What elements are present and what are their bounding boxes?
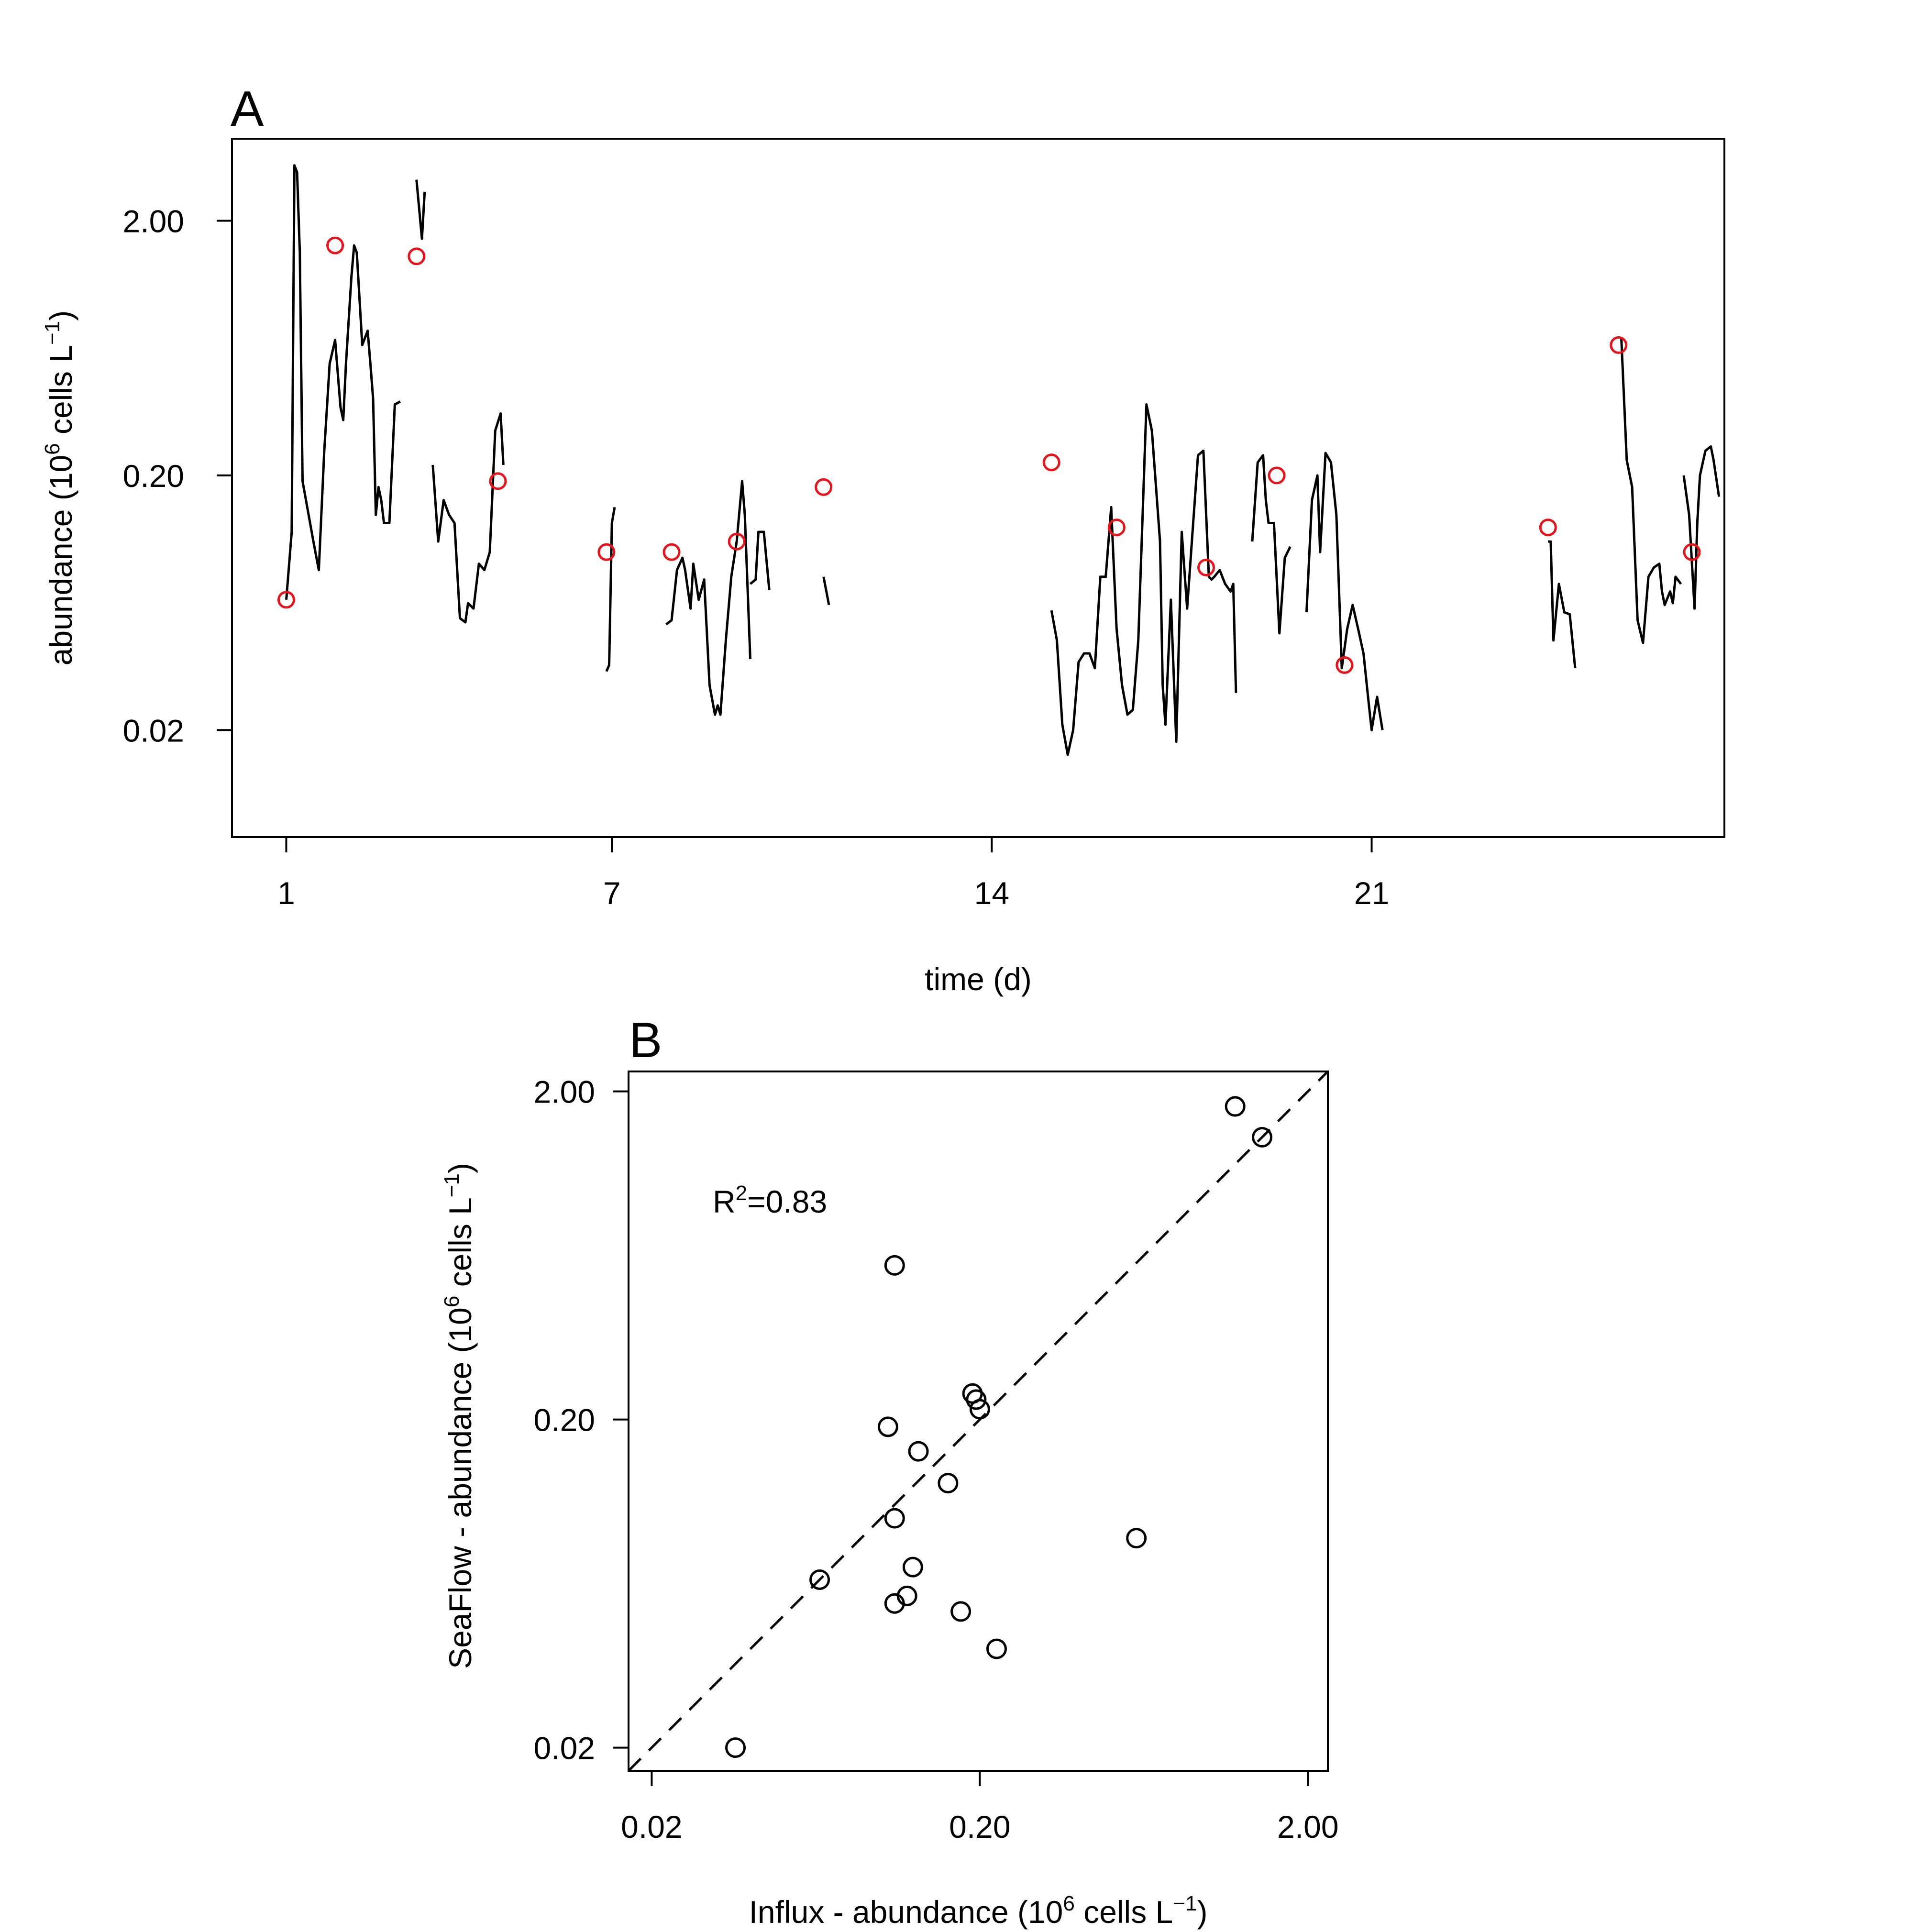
panel-b-letter: B	[629, 1013, 662, 1068]
x-tick-label: 0.02	[621, 1809, 682, 1844]
panel-a-letter: A	[231, 81, 264, 137]
red-sample-point	[1107, 519, 1126, 537]
scatter-point	[969, 1399, 990, 1420]
red-sample-point	[1042, 453, 1060, 472]
x-tick-label: 2.00	[1277, 1809, 1338, 1844]
scatter-point	[1225, 1096, 1246, 1117]
red-sample-point	[1683, 543, 1701, 561]
red-sample-point	[1539, 519, 1557, 537]
panel-b-r-squared-annotation: R2=0.83	[713, 1181, 827, 1219]
series-2-segment-1	[605, 507, 616, 672]
scatter-point	[1252, 1126, 1273, 1148]
x-tick-label: 0.20	[949, 1809, 1010, 1844]
red-sample-point	[277, 591, 295, 609]
y-tick-label: 0.20	[123, 458, 184, 494]
scatter-point	[902, 1557, 923, 1578]
y-tick-label: 2.00	[534, 1074, 595, 1110]
panel-a-plot-frame	[231, 138, 1725, 838]
scatter-point	[725, 1737, 746, 1758]
series-2-segment-2	[665, 480, 751, 716]
y-tick-label: 0.02	[123, 713, 184, 748]
series-3-segment-2	[1251, 454, 1292, 635]
scatter-point	[877, 1416, 898, 1437]
panel-a-x-axis: 1 7 14 21	[277, 837, 1389, 911]
panel-b: B 0.02 0.20 2.00 0.02 0.20 2.00 R2=0.83 Infl…	[440, 1013, 1339, 1930]
panel-b-marks	[628, 1071, 1329, 1772]
x-tick-label: 21	[1354, 875, 1389, 911]
panel-a-y-axis: 0.02 0.20 2.00	[123, 204, 232, 748]
red-sample-point	[815, 478, 833, 496]
scatter-point	[809, 1569, 830, 1590]
scatter-point	[950, 1601, 972, 1622]
scatter-point	[884, 1508, 905, 1529]
series-3-segment-3	[1305, 452, 1384, 731]
series-2-segment-3	[749, 530, 771, 590]
panel-a: A 1 7 14 21 0.02 0.20 2.00 time (d) abundance…	[41, 81, 1725, 997]
y-tick-label: 0.20	[534, 1402, 595, 1438]
x-tick-label: 7	[603, 875, 621, 911]
panel-b-x-axis: 0.02 0.20 2.00	[621, 1771, 1339, 1844]
red-sample-point	[1610, 336, 1628, 354]
red-sample-point	[326, 236, 344, 254]
panel-a-y-axis-label: abundance (106 cells L−1)	[41, 310, 78, 665]
series-1-segment-1	[285, 164, 401, 600]
series-1-segment-3	[431, 412, 505, 624]
series-1-segment-2	[415, 179, 426, 240]
red-sample-point	[1197, 558, 1215, 576]
series-4-segment-1	[1548, 540, 1577, 669]
scatter-point	[896, 1585, 917, 1606]
scatter-point	[884, 1255, 905, 1276]
panel-b-y-axis-label: SeaFlow - abundance (106 cells L−1)	[440, 1163, 478, 1669]
scatter-point	[938, 1473, 959, 1494]
panel-b-plot-frame	[628, 1071, 1329, 1772]
x-tick-label: 1	[277, 875, 295, 911]
red-sample-point	[662, 543, 681, 561]
series-3-segment-1	[1050, 403, 1237, 756]
red-sample-point	[489, 472, 507, 490]
red-sample-point	[1268, 466, 1286, 485]
red-sample-point	[408, 247, 426, 265]
red-sample-point	[1336, 656, 1354, 674]
one-to-one-dashed-line	[628, 1071, 1329, 1772]
x-tick-label: 14	[974, 875, 1009, 911]
series-2-segment-4	[822, 576, 830, 606]
panel-b-x-axis-label: Influx - abundance (106 cells L−1)	[749, 1892, 1208, 1930]
red-sample-point	[597, 543, 616, 561]
series-4-segment-3	[1682, 445, 1721, 610]
series-4-segment-2	[1620, 337, 1682, 644]
red-sample-point	[728, 532, 746, 551]
scatter-point	[1126, 1528, 1147, 1549]
panel-b-y-axis: 0.02 0.20 2.00	[534, 1074, 629, 1766]
scatter-point	[986, 1638, 1007, 1659]
panel-a-marks	[277, 164, 1721, 756]
y-tick-label: 0.02	[534, 1731, 595, 1766]
panel-a-x-axis-label: time (d)	[925, 961, 1032, 997]
y-tick-label: 2.00	[123, 204, 184, 239]
scatter-point	[908, 1441, 929, 1462]
